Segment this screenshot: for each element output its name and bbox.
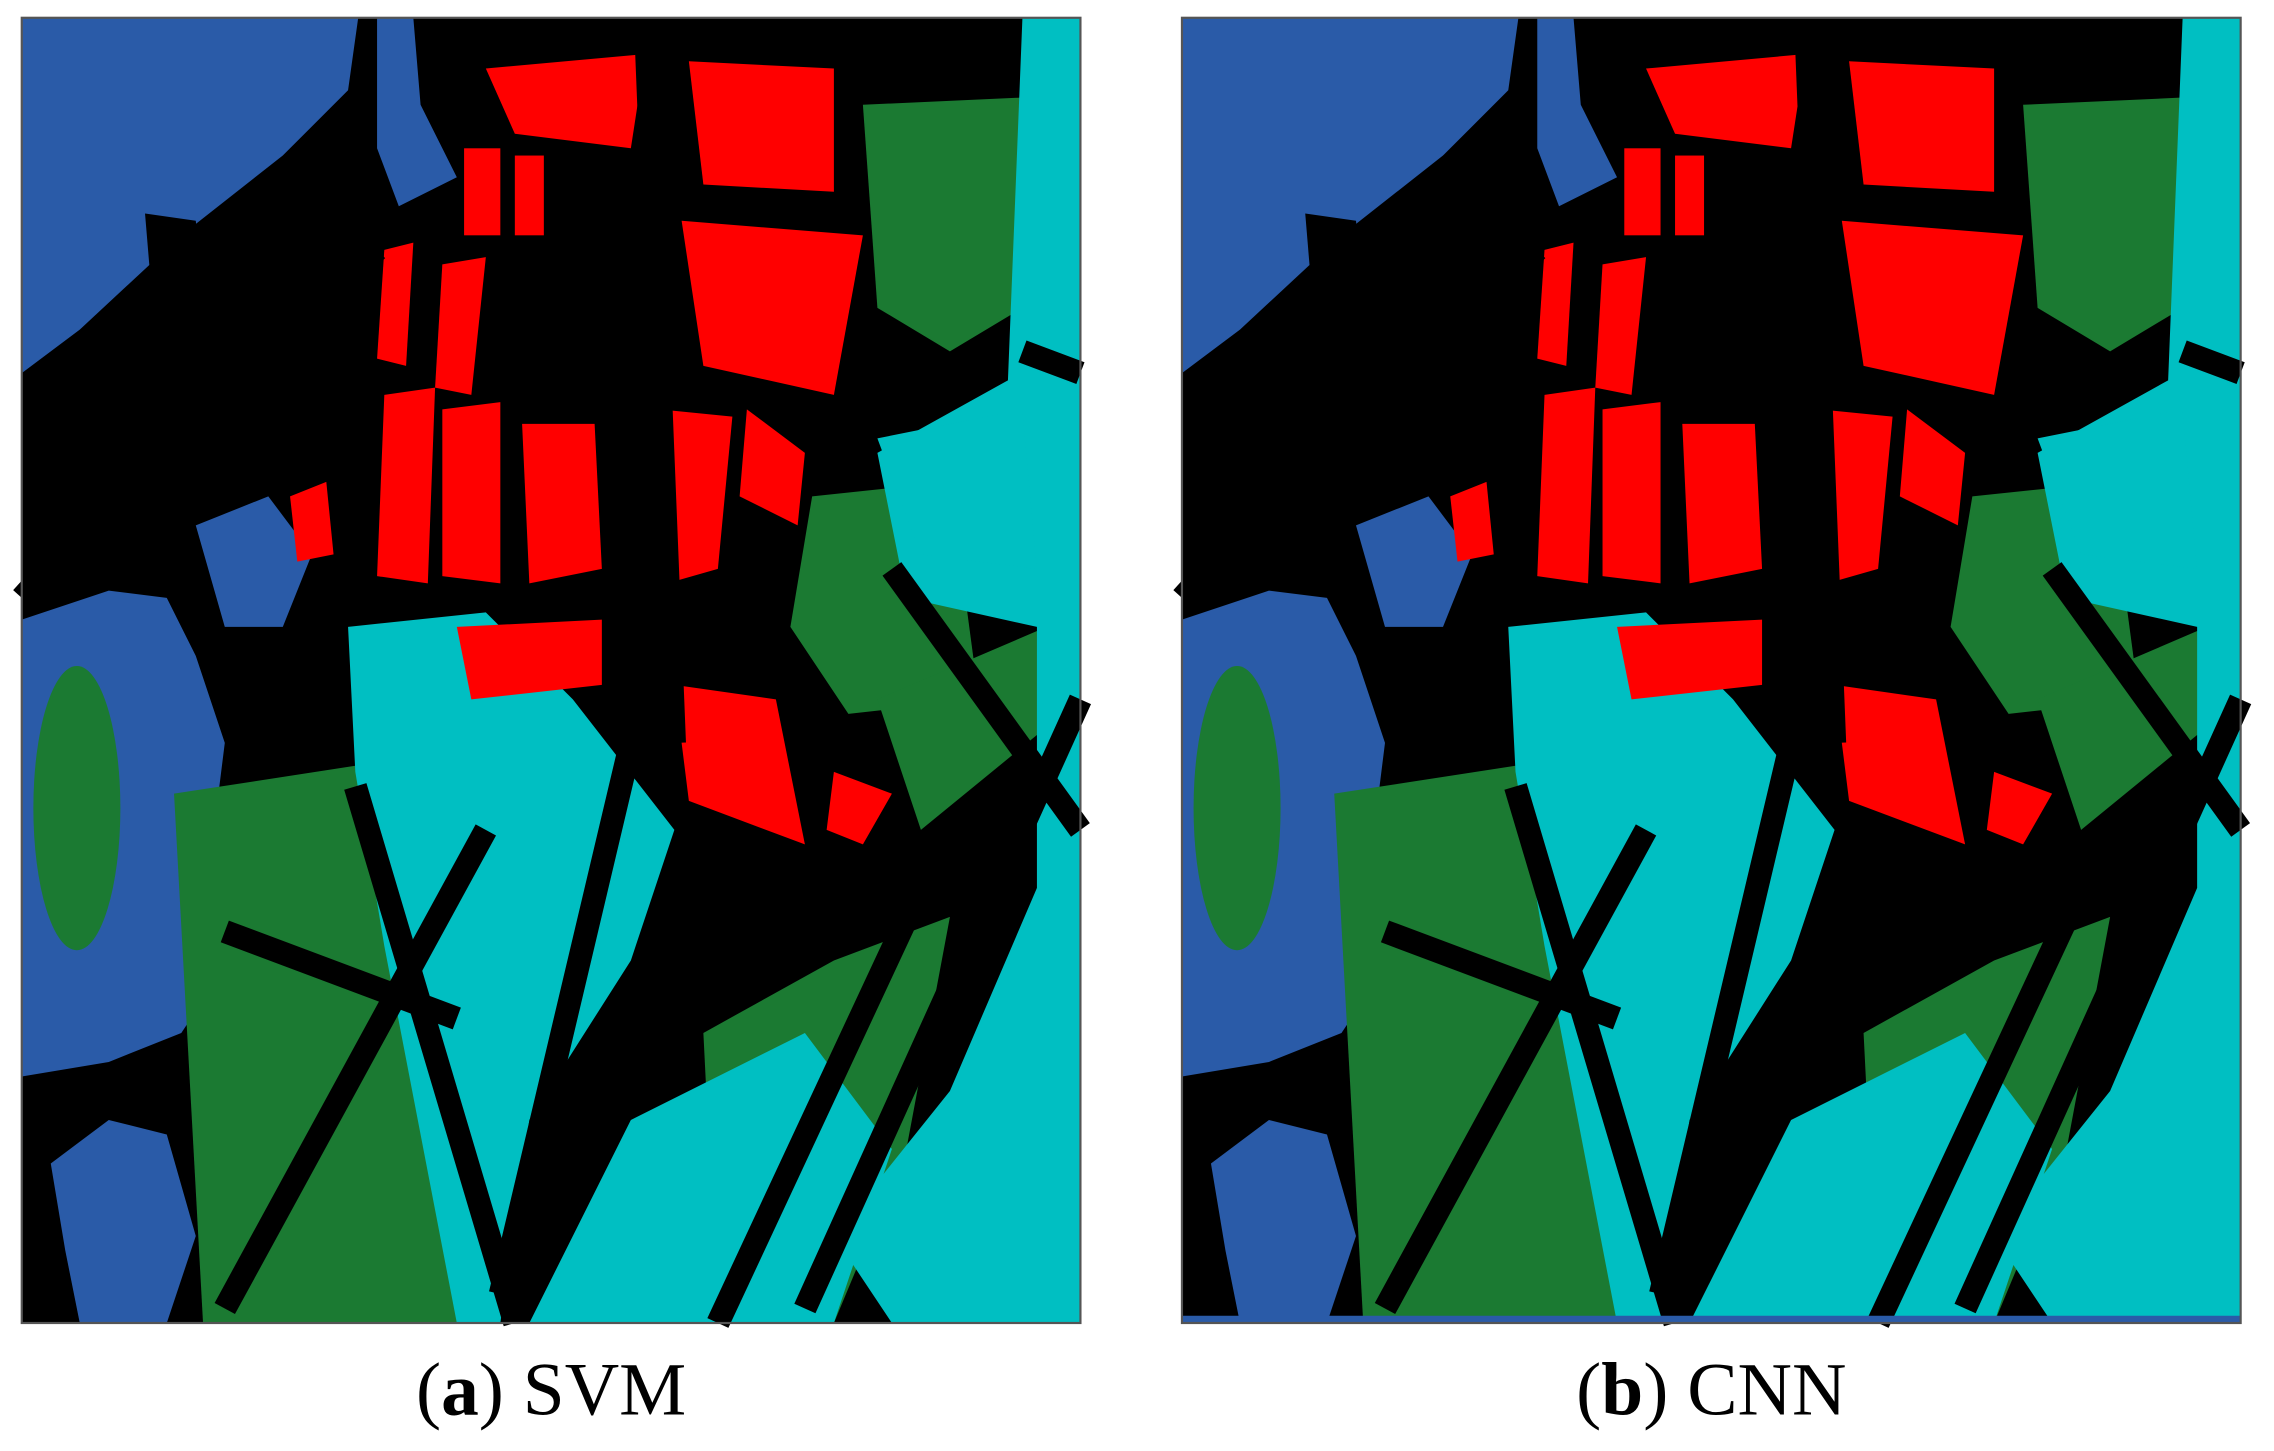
caption-b: (b) CNN (1576, 1348, 1846, 1431)
caption-part: ( (1576, 1348, 1601, 1431)
classification-map (22, 18, 1081, 1323)
caption-part: ) SVM (479, 1348, 686, 1431)
caption-label: a (441, 1348, 479, 1431)
frame (20, 16, 1082, 1325)
frame (1180, 16, 2242, 1325)
classification-map (1182, 18, 2241, 1323)
bottom-strip (1181, 1315, 2241, 1324)
caption-part: ) CNN (1643, 1348, 1846, 1431)
map-panel-b (1182, 18, 2241, 1323)
map-panel-a (22, 18, 1081, 1323)
caption-label: b (1601, 1348, 1643, 1431)
caption-a: (a) SVM (416, 1348, 686, 1431)
caption-part: ( (416, 1348, 441, 1431)
